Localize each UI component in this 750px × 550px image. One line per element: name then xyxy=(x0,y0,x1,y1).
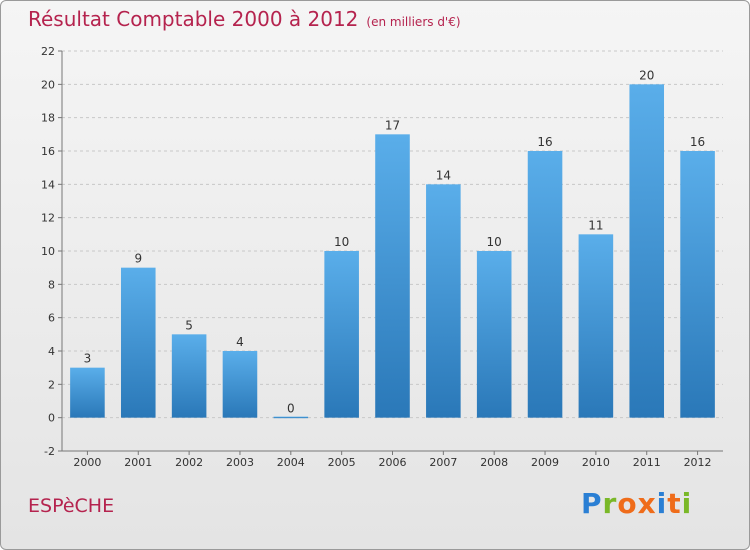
y-tick-label: 16 xyxy=(41,145,55,158)
data-label: 14 xyxy=(436,168,451,182)
commune-name: ESPèCHE xyxy=(28,495,115,517)
bar xyxy=(476,251,512,418)
bar xyxy=(578,234,614,418)
data-label: 20 xyxy=(639,68,654,82)
x-tick-label: 2012 xyxy=(684,456,712,469)
data-label: 10 xyxy=(334,235,349,249)
bar xyxy=(527,151,563,418)
x-tick-label: 2009 xyxy=(531,456,559,469)
x-tick-label: 2008 xyxy=(480,456,508,469)
data-label: 3 xyxy=(84,352,92,366)
x-tick-label: 2004 xyxy=(277,456,305,469)
bar xyxy=(222,351,258,418)
data-label: 5 xyxy=(185,318,193,332)
y-tick-label: -2 xyxy=(44,445,55,458)
x-tick-label: 2006 xyxy=(379,456,407,469)
y-tick-label: 18 xyxy=(41,112,55,125)
bars xyxy=(70,84,715,419)
axes xyxy=(58,50,723,455)
logo-letter: i xyxy=(656,487,668,520)
bar xyxy=(680,151,715,418)
bar xyxy=(171,334,207,418)
y-tick-label: 6 xyxy=(48,312,55,325)
bar xyxy=(70,367,105,418)
y-tick-label: 4 xyxy=(48,345,55,358)
y-tick-label: 14 xyxy=(41,178,55,191)
chart-subtitle: (en milliers d'€) xyxy=(366,15,461,29)
data-label: 16 xyxy=(537,135,552,149)
title-text: Résultat Comptable 2000 à 2012 xyxy=(28,7,359,31)
chart-title: Résultat Comptable 2000 à 2012 (en millie… xyxy=(28,7,461,31)
y-tick-label: 22 xyxy=(41,45,55,58)
x-tick-label: 2001 xyxy=(124,456,152,469)
labels: -202468101214161820223200092001520024200… xyxy=(41,45,712,469)
x-tick-label: 2005 xyxy=(328,456,356,469)
logo-letter: x xyxy=(637,487,657,520)
logo-letter: P xyxy=(581,487,603,520)
x-tick-label: 2000 xyxy=(73,456,101,469)
y-tick-label: 12 xyxy=(41,212,55,225)
bar xyxy=(629,84,665,418)
bar xyxy=(324,251,359,418)
y-tick-label: 8 xyxy=(48,278,55,291)
y-tick-label: 0 xyxy=(48,412,55,425)
data-label: 0 xyxy=(287,402,295,416)
logo-letter: i xyxy=(681,487,693,520)
x-tick-label: 2010 xyxy=(582,456,610,469)
logo-letter: t xyxy=(667,487,682,520)
data-label: 17 xyxy=(385,118,400,132)
data-label: 16 xyxy=(690,135,705,149)
logo-letter: o xyxy=(617,487,638,520)
y-tick-label: 2 xyxy=(48,378,55,391)
proxiti-logo: Proxiti xyxy=(581,487,692,520)
data-label: 10 xyxy=(487,235,502,249)
x-tick-label: 2002 xyxy=(175,456,203,469)
x-tick-label: 2007 xyxy=(429,456,457,469)
logo-letter: r xyxy=(602,487,618,520)
x-tick-label: 2011 xyxy=(633,456,661,469)
x-tick-label: 2003 xyxy=(226,456,254,469)
bar xyxy=(375,134,410,418)
data-label: 4 xyxy=(236,335,244,349)
data-label: 11 xyxy=(588,218,603,232)
y-tick-label: 20 xyxy=(41,78,55,91)
bar xyxy=(426,184,461,418)
bar xyxy=(120,267,156,418)
bar xyxy=(273,416,309,419)
y-tick-label: 10 xyxy=(41,245,55,258)
data-label: 9 xyxy=(134,252,142,266)
